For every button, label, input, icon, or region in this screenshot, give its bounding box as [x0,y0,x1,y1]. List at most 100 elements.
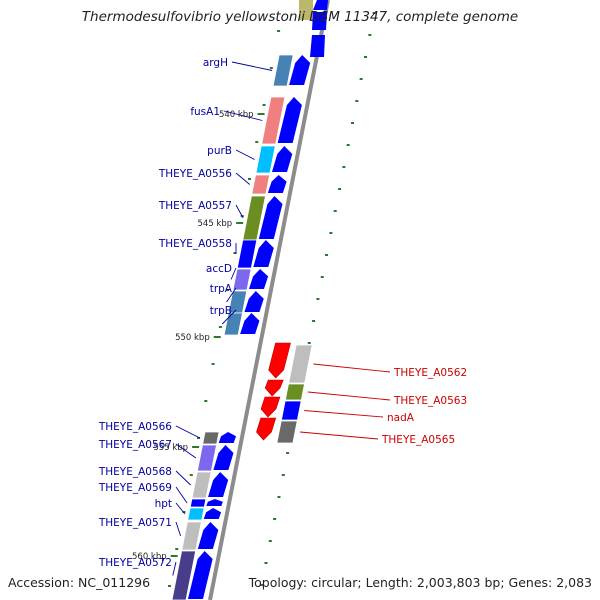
gene-leader-line [235,204,244,219]
cds-arrow-forward [213,445,234,470]
gene-category-block [196,444,217,472]
cds-arrow-forward [203,508,222,519]
gene-category-block [255,145,276,174]
guide-dot-outer [312,320,316,322]
cds-arrow-forward [267,175,287,193]
guide-dot-outer [277,496,281,498]
guide-dot-inner [262,104,266,106]
guide-dot-outer [286,452,290,454]
upstream-cds-arrow [312,12,327,30]
gene-label: purB [207,145,232,157]
cds-arrow-forward [208,472,229,497]
accession-text: Accession: NC_011296 [8,575,151,590]
gene-category-block [189,498,207,508]
cds-arrow-forward [253,240,274,267]
gene-label: THEYE_A0565 [381,434,455,446]
genome-summary-text: Topology: circular; Length: 2,003,803 bp… [248,575,592,590]
gene-leader-line [226,287,237,303]
gene-leader-line [231,61,273,71]
gene-leader-line [175,425,201,439]
guide-dot-outer [320,276,324,278]
cds-arrow-forward [289,55,311,85]
guide-dot-outer [368,34,372,36]
gene-label: THEYE_A0556 [158,168,232,180]
cds-arrow-reverse [256,417,277,441]
guide-dot-inner [269,67,273,69]
guide-dot-outer [333,210,337,212]
guide-dot-outer [260,584,264,586]
gene-leader-line [304,410,384,418]
gene-leader-line [175,502,186,515]
guide-dot-inner [211,363,215,365]
cds-arrow-forward [206,499,223,506]
gene-label: hpt [155,498,172,510]
cds-arrow-forward [258,196,283,239]
cds-arrow-forward [218,432,237,443]
guide-dot-inner [277,30,281,32]
guide-dot-inner [247,178,251,180]
cds-arrow-forward [197,522,219,549]
ruler-tick-label: 540 kbp [219,110,254,120]
guide-dot-inner [233,252,237,254]
cds-arrow-forward [277,97,302,143]
gene-label: THEYE_A0563 [393,395,467,407]
gene-category-block [288,344,313,384]
gene-label: THEYE_A0562 [393,367,467,379]
gene-label: fusA1 [190,106,220,118]
guide-dot-inner [189,474,193,476]
gene-category-block [223,312,243,336]
guide-dot-outer [316,298,320,300]
gene-label: THEYE_A0557 [158,200,232,212]
upstream-cds-arrow [310,35,325,57]
guide-dot-outer [273,518,277,520]
gene-leader-line [235,149,255,160]
guide-dot-outer [307,342,311,344]
gene-leader-line [235,172,251,185]
guide-dot-inner [226,289,230,291]
guide-dot-inner [167,585,171,587]
gene-category-block [284,383,305,401]
gene-leader-line [172,561,177,576]
guide-dot-outer [325,254,329,256]
gene-label: THEYE_A0566 [98,421,172,433]
cds-arrow-reverse [260,396,281,418]
gene-leader-line [221,309,237,325]
gene-leader-line [313,363,391,373]
cds-arrow-reverse [264,379,284,397]
gene-label: THEYE_A0567 [98,439,172,451]
guide-dot-outer [338,188,342,190]
gene-labels: argH fusA1 purB THEYE_A0556 THEYE_A0557 THEYE… [98,57,467,576]
upstream-category-block [299,0,313,20]
guide-dot-outer [351,122,355,124]
gene-label: THEYE_A0572 [98,557,172,569]
gene-category-block [232,268,252,291]
guide-dot-outer [281,474,285,476]
ruler-tick-label: 555 kbp [153,443,188,453]
gene-label: THEYE_A0558 [158,238,232,250]
ruler-tick-label: 560 kbp [132,552,167,562]
cds-arrow-forward [271,146,293,172]
gene-category-block [276,420,298,444]
gene-label: nadA [387,412,415,424]
gene-category-block [236,239,258,269]
guide-dot-outer [355,100,359,102]
guide-dot-inner [218,326,222,328]
cds-arrow-reverse [268,342,291,379]
gene-category-block [280,400,302,421]
gene-label: THEYE_A0569 [98,482,172,494]
guide-dot-inner [175,548,179,550]
ruler-tick-label: 545 kbp [198,219,233,229]
upstream-cds-arrow [313,0,328,10]
ruler-tick-label: 550 kbp [175,333,210,343]
cds-arrow-forward [240,313,260,334]
cds-arrow-forward [188,551,213,599]
gene-leader-line [175,443,197,459]
gene-leader-line [230,267,237,280]
backbone-line [208,0,330,600]
guide-dot-outer [264,562,268,564]
guide-dot-outer [268,540,272,542]
guide-dot-outer [363,56,367,58]
gene-leader-line [307,391,391,401]
